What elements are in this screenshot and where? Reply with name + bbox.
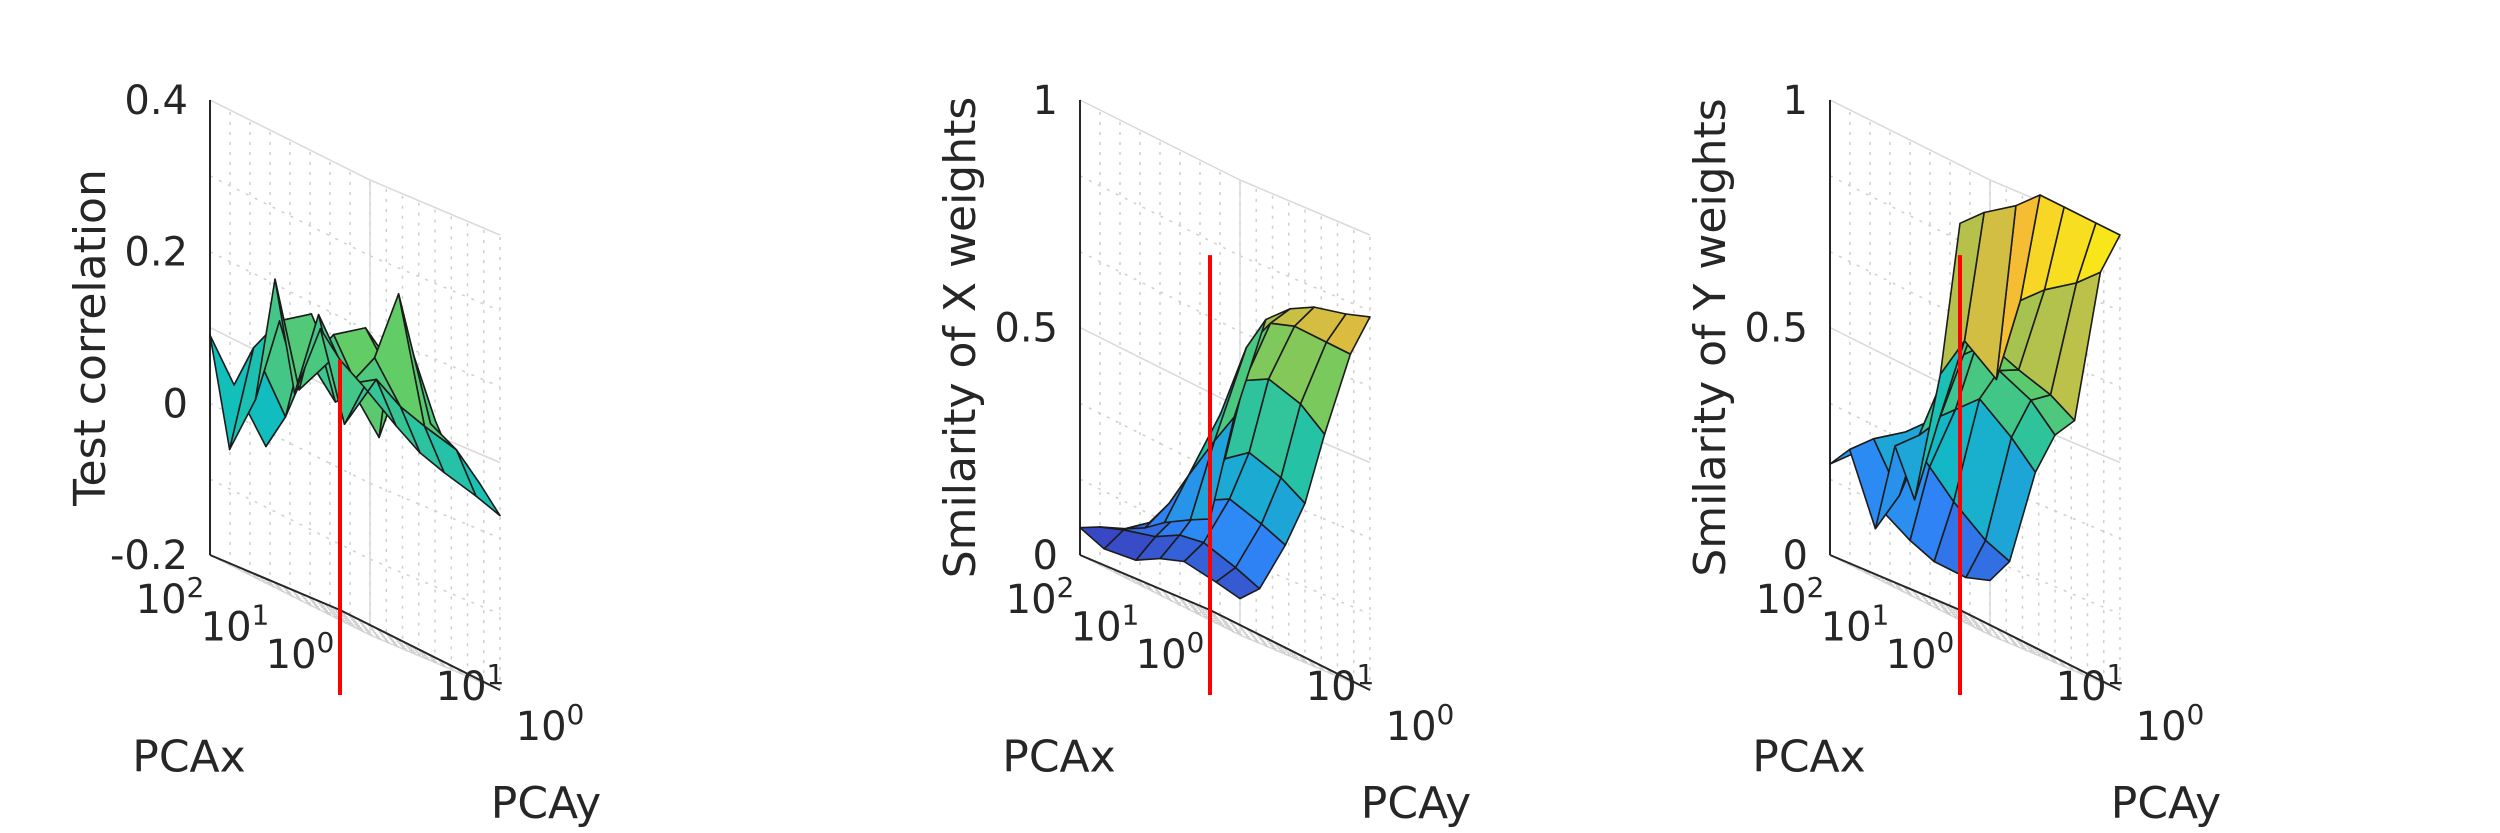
y-tick-label: 101: [1306, 658, 1375, 710]
z-tick-labels: 10.50: [994, 78, 1058, 579]
z-tick-label: 0: [163, 381, 188, 427]
y-tick-label: 100: [2136, 698, 2205, 750]
y-tick-label: 100: [1386, 698, 1455, 750]
x-tick-label: 102: [1756, 571, 1825, 623]
x-tick-label: 101: [1071, 599, 1140, 651]
axis-lines: [209, 100, 501, 691]
x-tick-label: 101: [1821, 599, 1890, 651]
surface: [1079, 306, 1371, 600]
z-tick-label: 0.2: [124, 230, 188, 276]
x-axis-label: PCAx: [1752, 732, 1865, 783]
axes-grid: [209, 99, 501, 691]
z-tick-label: 0.5: [1744, 306, 1808, 352]
surface-patch: [1189, 416, 1235, 521]
z-tick-label: 1: [1033, 78, 1058, 124]
y-tick-label: 100: [516, 698, 585, 750]
x-tick-label: 102: [1006, 571, 1075, 623]
z-tick-label: 0.5: [994, 306, 1058, 352]
axis-lines: [1079, 100, 1371, 691]
surface-patch: [1939, 211, 1985, 376]
z-tick-label: 0: [1783, 533, 1808, 579]
z-tick-labels: 0.4 0.2 0 -0.2: [110, 78, 188, 579]
z-tick-label: -0.2: [110, 533, 188, 579]
x-tick-label: 100: [1136, 626, 1205, 678]
surface: [209, 278, 501, 517]
x-tick-label: 100: [266, 626, 335, 678]
axis-lines: [1829, 100, 2121, 691]
z-tick-label: 0.4: [124, 78, 188, 124]
y-tick-label: 101: [2056, 658, 2125, 710]
x-tick-label: 102: [136, 571, 205, 623]
z-axis-label: Smilarity of Y weights: [1685, 98, 1736, 576]
z-tick-label: 0: [1033, 533, 1058, 579]
y-axis-label: PCAy: [491, 778, 601, 829]
x-tick-label: 101: [201, 599, 270, 651]
z-axis-label: Smilarity of X weights: [935, 97, 986, 579]
x-axis-label: PCAx: [1002, 732, 1115, 783]
z-axis-label: Test correlation: [65, 169, 116, 507]
y-tick-label: 101: [436, 658, 505, 710]
z-tick-labels: 10.50: [1744, 78, 1808, 579]
x-axis-label: PCAx: [132, 732, 245, 783]
y-axis-label: PCAy: [2111, 778, 2221, 829]
x-tick-label: 100: [1886, 626, 1955, 678]
z-tick-label: 1: [1783, 78, 1808, 124]
y-axis-label: PCAy: [1361, 778, 1471, 829]
surface-patch: [319, 327, 365, 426]
surface: [1829, 194, 2121, 582]
